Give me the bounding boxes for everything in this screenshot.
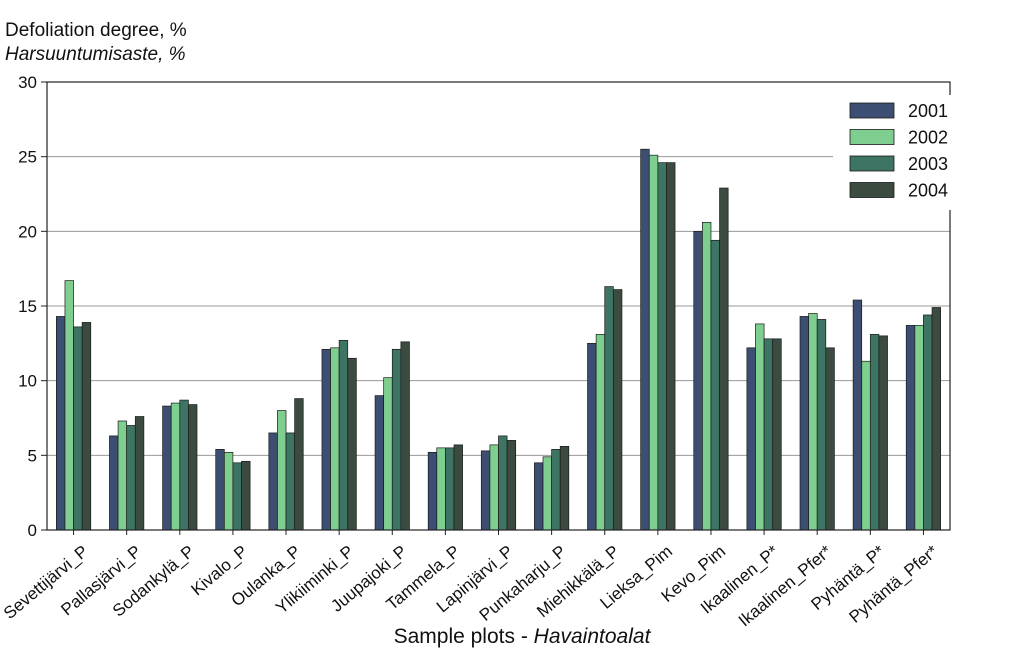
- bar-2004: [81, 322, 92, 531]
- bar-2003: [710, 239, 720, 531]
- x-axis-label-finnish: Havaintoalat: [533, 625, 651, 648]
- legend-label: 2004: [908, 181, 948, 201]
- bar-2004: [559, 446, 570, 531]
- legend-swatch-2001: [849, 102, 895, 119]
- bar-2001: [905, 325, 916, 531]
- bar-2001: [852, 299, 863, 531]
- bar-2004: [878, 335, 888, 531]
- bar-2002: [755, 323, 765, 531]
- bar-2001: [109, 435, 119, 531]
- bar-2003: [445, 447, 455, 531]
- bar-2001: [215, 449, 225, 531]
- legend-label: 2003: [908, 154, 948, 174]
- bar-2001: [480, 450, 491, 531]
- bar-2003: [604, 286, 614, 531]
- bar-2004: [719, 187, 729, 531]
- bar-2001: [799, 316, 809, 531]
- bar-2002: [648, 154, 659, 531]
- x-tick-label: Ikaalinen_Pfer*: [735, 541, 836, 630]
- y-tick-label: 25: [18, 148, 37, 167]
- y-tick-label: 15: [18, 297, 37, 316]
- legend-swatch-2004: [849, 182, 895, 198]
- legend-label: 2002: [908, 128, 948, 148]
- bar-2003: [285, 432, 295, 531]
- bar-2004: [241, 460, 251, 531]
- bar-2002: [702, 222, 712, 531]
- bar-2002: [383, 377, 393, 531]
- bar-2004: [772, 338, 782, 531]
- bar-2002: [223, 451, 234, 531]
- y-axis-label-finnish: Harsuuntumisaste, %: [5, 44, 186, 65]
- bar-2001: [56, 316, 66, 531]
- y-tick-label: 5: [28, 446, 37, 465]
- bar-2003: [869, 334, 880, 531]
- bar-2002: [170, 402, 181, 531]
- x-axis-label: Sample plots - Havaintoalat: [0, 625, 1024, 649]
- legend-label: 2001: [908, 101, 948, 121]
- bar-2002: [436, 447, 446, 531]
- y-tick-label: 30: [18, 73, 37, 92]
- bar-2001: [587, 342, 597, 531]
- plot-frame: [46, 81, 951, 531]
- bar-2004: [825, 347, 835, 531]
- bar-2004: [188, 404, 198, 531]
- bar-2002: [64, 280, 74, 531]
- y-axis-label: Defoliation degree, %: [5, 20, 187, 41]
- bar-2004: [453, 444, 463, 531]
- bar-2003: [657, 162, 667, 531]
- bar-2003: [126, 425, 136, 531]
- bar-2003: [551, 449, 561, 531]
- legend-swatch-2002: [849, 129, 895, 145]
- bar-2001: [640, 148, 650, 531]
- bar-2003: [816, 319, 827, 531]
- bar-2001: [534, 462, 544, 531]
- y-tick-label: 10: [18, 372, 37, 391]
- bar-2004: [506, 440, 517, 531]
- bar-2004: [400, 341, 410, 531]
- bar-2004: [666, 162, 676, 531]
- bar-2002: [277, 410, 287, 531]
- bar-2002: [808, 313, 818, 531]
- bar-2003: [338, 339, 349, 531]
- bar-2001: [693, 230, 703, 531]
- bar-2001: [321, 348, 331, 531]
- bar-2002: [914, 325, 924, 531]
- bar-2003: [498, 435, 508, 531]
- bar-2004: [931, 307, 941, 531]
- legend-swatch-2003: [849, 155, 895, 172]
- bar-2001: [427, 451, 438, 531]
- bar-2003: [232, 462, 242, 531]
- bar-2004: [612, 289, 623, 531]
- bar-2001: [162, 405, 172, 531]
- bar-2001: [268, 432, 278, 531]
- bar-2002: [542, 456, 552, 531]
- bar-2002: [861, 360, 871, 531]
- bar-2003: [73, 326, 83, 531]
- bar-2004: [134, 416, 145, 531]
- bar-2002: [595, 334, 606, 531]
- bar-2002: [117, 420, 128, 531]
- bar-2004: [347, 357, 357, 531]
- bar-2003: [923, 314, 933, 531]
- y-tick-label: 0: [28, 521, 37, 540]
- bar-2002: [489, 444, 499, 531]
- bar-2001: [374, 395, 385, 531]
- bar-2003: [391, 348, 402, 531]
- bar-2003: [763, 338, 774, 531]
- x-axis-label-main: Sample plots -: [393, 625, 534, 648]
- bar-2004: [294, 398, 304, 531]
- bar-2003: [179, 399, 189, 531]
- y-tick-label: 20: [18, 222, 37, 241]
- bar-2001: [746, 347, 756, 531]
- bar-2002: [330, 347, 340, 531]
